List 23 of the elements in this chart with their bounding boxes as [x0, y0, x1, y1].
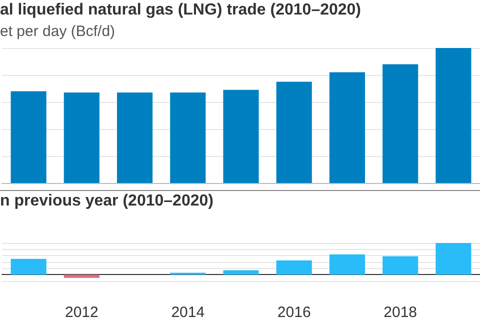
bar: [223, 270, 259, 275]
x-tick-label: 2018: [384, 304, 418, 320]
bar: [223, 90, 259, 183]
bar: [170, 92, 206, 183]
bar: [329, 72, 366, 183]
x-tick-label: 2012: [64, 304, 98, 320]
bar: [10, 258, 46, 275]
bar: [10, 91, 46, 183]
x-tick-label: 2014: [171, 304, 205, 320]
bar: [64, 92, 100, 183]
chart-title: al liquefied natural gas (LNG) trade (2010–2020): [0, 2, 362, 18]
bar: [329, 254, 366, 275]
chart-title: n previous year (2010–2020): [0, 192, 214, 210]
x-tick-label: 2016: [277, 304, 311, 320]
bar: [276, 260, 312, 275]
bar: [116, 92, 153, 183]
bar: [382, 256, 418, 275]
bar: [436, 48, 472, 183]
bar: [64, 274, 100, 278]
bar: [436, 243, 472, 275]
bar: [382, 64, 418, 183]
bar: [276, 82, 312, 183]
chart-subtitle: et per day (Bcf/d): [0, 23, 116, 40]
